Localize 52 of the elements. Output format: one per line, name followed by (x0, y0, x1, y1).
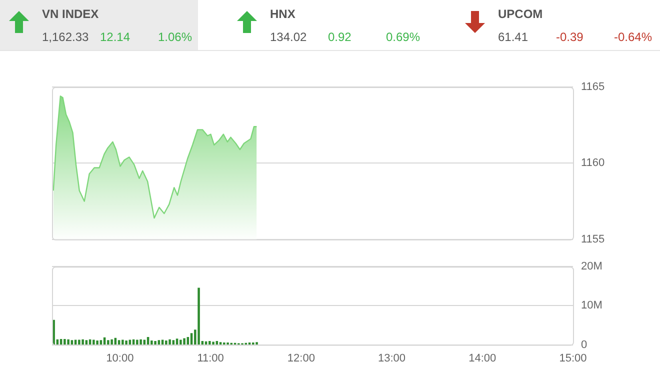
bar (100, 340, 102, 345)
y-tick-label: 1160 (581, 157, 605, 170)
text: 0.69% (386, 30, 420, 44)
bar (208, 340, 211, 345)
y-tick-label: 20M (581, 260, 602, 273)
y-tick-label: 1155 (581, 233, 605, 246)
bar (140, 339, 142, 345)
x-tick-label: 13:00 (378, 352, 406, 364)
text: 1,162.33 (42, 30, 89, 44)
bar (183, 338, 186, 345)
bar (92, 340, 95, 345)
bar (78, 340, 80, 345)
text: HNX (270, 7, 296, 21)
bar (118, 340, 120, 345)
bar (256, 342, 258, 345)
bar (125, 340, 128, 345)
bar (85, 340, 88, 345)
bar (136, 340, 138, 345)
text: 61.41 (498, 30, 528, 44)
y-tick-label: 0 (581, 338, 588, 351)
text: UPCOM (498, 7, 543, 21)
text: VN INDEX (42, 7, 99, 21)
bar (122, 340, 124, 345)
bar (154, 340, 156, 345)
x-tick-label: 15:00 (559, 352, 587, 364)
bar (168, 339, 171, 345)
bar (67, 339, 70, 345)
bar (212, 342, 214, 345)
y-tick-label: 10M (581, 300, 602, 312)
text: -0.39 (556, 30, 584, 44)
x-tick-label: 12:00 (287, 352, 315, 364)
text: 1.06% (158, 30, 192, 44)
text: 12.14 (100, 30, 130, 44)
bar (70, 340, 74, 345)
x-tick-label: 10:00 (106, 352, 134, 364)
bar (180, 340, 182, 345)
bar (150, 340, 153, 345)
bar (107, 340, 110, 345)
x-tick-label: 11:00 (197, 352, 224, 364)
text: 134.02 (270, 30, 307, 44)
y-tick-label: 1165 (581, 81, 605, 94)
bar (110, 339, 113, 345)
bar (158, 340, 160, 345)
x-tick-label: 14:00 (468, 352, 496, 364)
bar (165, 340, 168, 345)
bar (172, 340, 175, 345)
bar (198, 288, 200, 345)
bar (64, 338, 66, 345)
text: 0.92 (328, 30, 352, 44)
text: -0.64% (614, 30, 652, 44)
bar (82, 339, 84, 345)
bar (96, 340, 98, 345)
